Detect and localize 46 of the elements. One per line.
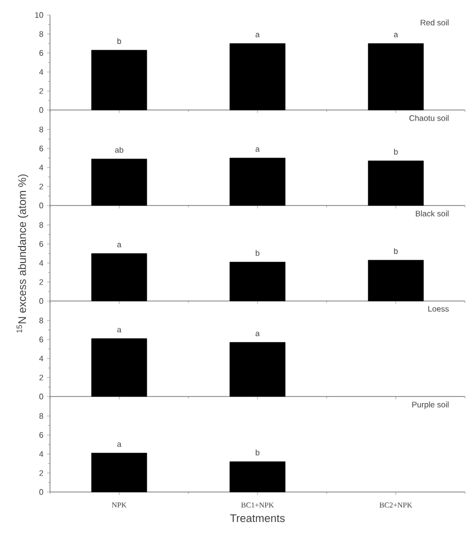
x-axis-title: Treatments bbox=[230, 514, 285, 522]
y-tick-label: 0 bbox=[39, 298, 44, 304]
y-tick-label: 6 bbox=[39, 146, 44, 152]
chart-title: Loess bbox=[428, 306, 449, 312]
y-tick-label: 8 bbox=[39, 318, 44, 324]
y-tick-label: 0 bbox=[39, 202, 44, 208]
chart-title: Red soil bbox=[420, 20, 448, 26]
data-label: a bbox=[117, 242, 122, 248]
y-tick-label: 4 bbox=[39, 451, 44, 457]
y-tick-label: 2 bbox=[39, 374, 44, 380]
data-label: b bbox=[256, 450, 260, 456]
y-tick-label: 4 bbox=[39, 69, 44, 75]
data-label: a bbox=[394, 32, 398, 38]
y-tick-label: 4 bbox=[39, 164, 44, 170]
y-tick-label: 6 bbox=[39, 241, 44, 247]
y-tick-label: 8 bbox=[39, 126, 44, 132]
y-tick-label: 8 bbox=[39, 413, 44, 419]
y-tick-label: 4 bbox=[39, 260, 44, 266]
data-label: ab bbox=[115, 146, 124, 153]
y-tick-label: 6 bbox=[39, 50, 44, 56]
data-label: b bbox=[117, 38, 122, 44]
data-label: a bbox=[256, 332, 260, 336]
chart-title: Black soil bbox=[416, 210, 448, 216]
y-tick-label: 0 bbox=[39, 394, 44, 400]
y-tick-label: 2 bbox=[39, 88, 44, 94]
y-tick-label: 2 bbox=[39, 279, 44, 285]
y-tick-label: 10 bbox=[35, 12, 44, 18]
chart-title: Chaotu soil bbox=[409, 115, 448, 121]
text: Purple soil bbox=[412, 402, 448, 409]
y-tick-label: 8 bbox=[39, 31, 44, 37]
data-label: b bbox=[394, 248, 398, 254]
y-axis-title: $^{15}$N excess abundance (atom %) bbox=[16, 174, 28, 333]
y-tick-label: 6 bbox=[39, 432, 44, 438]
data-label: a bbox=[117, 442, 122, 447]
y-tick-label: 0 bbox=[39, 107, 44, 113]
y-tick-label: 4 bbox=[39, 356, 44, 362]
y-tick-label: 6 bbox=[39, 336, 44, 342]
y-tick-label: 2 bbox=[39, 184, 44, 190]
y-tick-label: 2 bbox=[39, 470, 44, 476]
data-label: a bbox=[256, 32, 260, 38]
data-label: a bbox=[117, 328, 122, 332]
data-label: b bbox=[394, 148, 398, 155]
y-tick-label: 8 bbox=[39, 222, 44, 228]
data-label: a bbox=[256, 147, 260, 152]
y-tick-label: 0 bbox=[39, 489, 44, 495]
data-label: b bbox=[256, 250, 260, 256]
